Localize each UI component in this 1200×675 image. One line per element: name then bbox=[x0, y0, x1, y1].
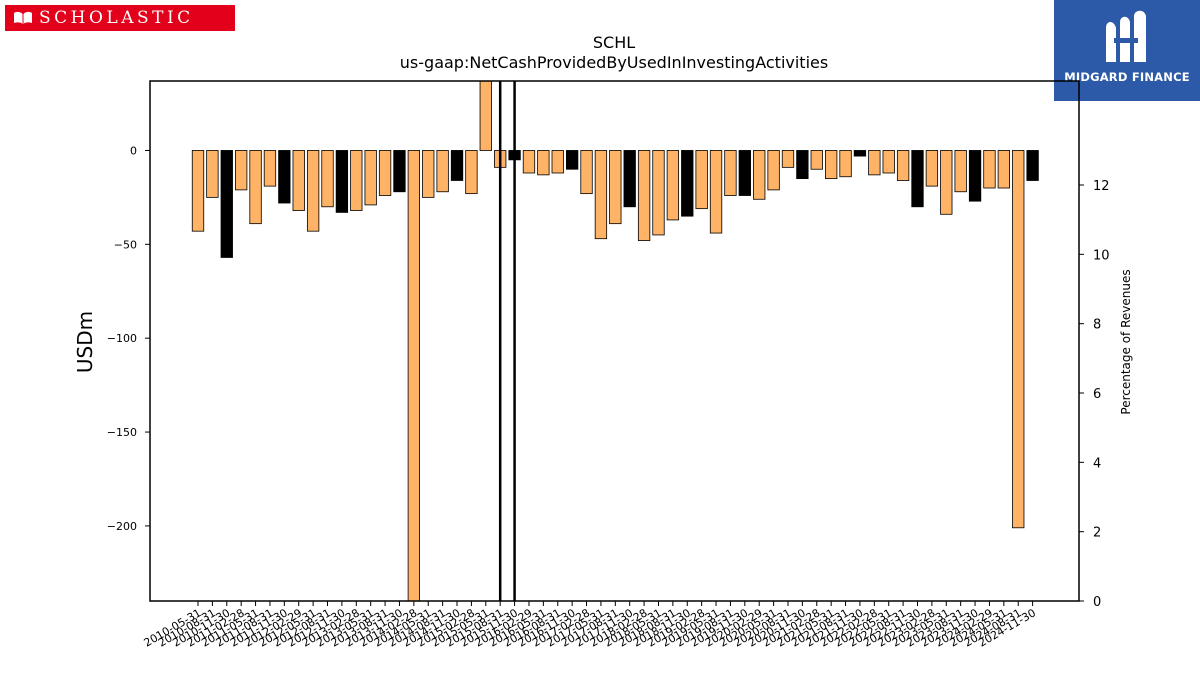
bar-2024-02-29 bbox=[983, 150, 996, 189]
bar-2018-02-28 bbox=[637, 150, 651, 241]
bar-2011-02-28 bbox=[235, 150, 248, 191]
bar-2011-11-30 bbox=[278, 150, 291, 204]
plot-frame bbox=[149, 80, 1080, 602]
y2-tick-label: 12 bbox=[1093, 179, 1110, 194]
bar-2023-08-31 bbox=[954, 150, 967, 193]
bar-2013-08-31 bbox=[378, 150, 392, 196]
bar-2010-05-31 bbox=[191, 150, 205, 232]
vertical-markers bbox=[498, 81, 516, 601]
bar-2013-11-30 bbox=[393, 150, 406, 193]
bar-2017-11-30 bbox=[623, 150, 636, 208]
bar-2015-02-28 bbox=[465, 150, 478, 195]
y2-tick-label: 0 bbox=[1093, 595, 1101, 610]
bar-2021-05-31 bbox=[825, 150, 838, 180]
bar-2013-05-31 bbox=[364, 150, 377, 206]
bar-2012-08-31 bbox=[321, 150, 334, 208]
open-book-icon bbox=[14, 11, 32, 24]
bar-2019-08-31 bbox=[724, 150, 737, 196]
bar-2011-05-31 bbox=[249, 150, 262, 225]
bar-2017-05-31 bbox=[594, 150, 608, 240]
bar-2024-05-31 bbox=[997, 150, 1010, 189]
bar-2021-08-31 bbox=[839, 150, 852, 178]
y-tick-label: −50 bbox=[114, 238, 137, 251]
bar-2019-05-31 bbox=[709, 150, 723, 234]
bar-2013-02-28 bbox=[350, 150, 363, 211]
bar-2016-02-29 bbox=[522, 150, 536, 174]
scholastic-logo: SCHOLASTIC bbox=[5, 5, 235, 31]
bar-2021-11-30 bbox=[853, 150, 867, 157]
bar-2022-02-28 bbox=[868, 150, 881, 176]
x-axis-ticks: 2010-05-312010-08-312010-11-302011-02-28… bbox=[142, 601, 1038, 650]
bar-2012-11-30 bbox=[335, 150, 349, 213]
bar-2014-08-31 bbox=[436, 150, 449, 193]
chart-title: SCHL bbox=[593, 33, 635, 52]
bar-2014-02-28 bbox=[407, 150, 421, 602]
bar-2022-05-31 bbox=[882, 150, 895, 174]
y-tick-label: 0 bbox=[130, 144, 137, 157]
midgard-finance-wordmark: MIDGARD FINANCE bbox=[1064, 70, 1190, 84]
bar-2015-05-31 bbox=[479, 80, 492, 151]
bar-2010-08-31 bbox=[206, 150, 219, 198]
bar-2014-05-31 bbox=[422, 150, 435, 198]
bar-2022-11-30 bbox=[911, 150, 924, 208]
bar-2017-02-28 bbox=[580, 150, 593, 195]
y2-tick-label: 4 bbox=[1093, 456, 1101, 471]
midgard-mark-icon bbox=[1106, 10, 1146, 63]
y2-tick-label: 10 bbox=[1093, 248, 1110, 263]
y2-tick-label: 8 bbox=[1093, 318, 1101, 333]
bar-2016-05-31 bbox=[537, 150, 550, 176]
bar-2020-02-29 bbox=[753, 150, 766, 200]
y2-axis-label: Percentage of Revenues bbox=[1119, 269, 1133, 414]
bar-2019-11-30 bbox=[738, 150, 751, 196]
y-axis-ticks: 0 −50 −100 −150 −200 bbox=[107, 144, 150, 533]
bar-2016-08-31 bbox=[551, 150, 564, 174]
bar-2018-11-30 bbox=[681, 150, 694, 217]
y-axis-label: USDm bbox=[73, 311, 97, 373]
bar-2010-11-30 bbox=[220, 150, 233, 258]
bar-2020-08-31 bbox=[781, 150, 795, 168]
y2-tick-label: 6 bbox=[1093, 387, 1101, 402]
bar-2018-08-31 bbox=[666, 150, 680, 221]
bar-2018-05-31 bbox=[652, 150, 665, 236]
bar-2023-02-28 bbox=[925, 150, 939, 187]
bar-2019-02-28 bbox=[695, 150, 708, 210]
bars-group bbox=[191, 80, 1039, 602]
bar-2016-11-30 bbox=[565, 150, 579, 170]
bar-2012-02-29 bbox=[292, 150, 305, 211]
chart-subtitle: us-gaap:NetCashProvidedByUsedInInvesting… bbox=[400, 53, 828, 72]
bar-2017-08-31 bbox=[609, 150, 622, 225]
bar-2021-02-28 bbox=[810, 150, 823, 170]
y-tick-label: −100 bbox=[107, 332, 137, 345]
y-tick-label: −200 bbox=[107, 520, 137, 533]
bar-2023-11-30 bbox=[968, 150, 982, 202]
y-tick-label: −150 bbox=[107, 426, 137, 439]
bar-2023-05-31 bbox=[940, 150, 953, 215]
bar-2014-11-30 bbox=[450, 150, 464, 181]
bar-2024-11-30 bbox=[1026, 150, 1039, 181]
bar-2011-08-31 bbox=[263, 150, 277, 187]
bar-2012-05-31 bbox=[306, 150, 320, 232]
y2-axis-ticks: 0 2 4 6 8 10 12 bbox=[1079, 179, 1110, 610]
scholastic-wordmark: SCHOLASTIC bbox=[39, 7, 194, 28]
bar-2020-11-30 bbox=[796, 150, 809, 180]
bar-2024-08-31 bbox=[1012, 150, 1025, 529]
y2-tick-label: 2 bbox=[1093, 526, 1101, 541]
bar-2020-05-31 bbox=[767, 150, 780, 191]
bar-2022-08-31 bbox=[896, 150, 910, 181]
